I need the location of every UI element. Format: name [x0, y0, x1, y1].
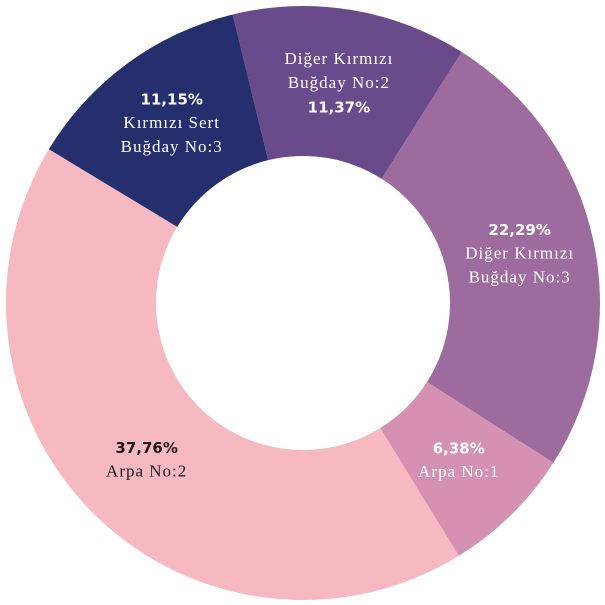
value-label: 37,76%	[115, 439, 177, 457]
donut-segment	[5, 149, 459, 601]
category-label: Buğday No:3	[469, 268, 571, 287]
category-label: Buğday No:2	[288, 73, 390, 92]
donut-segment	[381, 52, 600, 463]
donut-segment	[380, 382, 554, 556]
value-label: 11,37%	[308, 98, 370, 116]
category-label: Arpa No:1	[418, 462, 499, 481]
value-label: 6,38%	[433, 440, 485, 458]
value-label: 22,29%	[488, 221, 550, 239]
value-label: 11,15%	[140, 90, 202, 108]
category-label: Diğer Kırmızı	[465, 244, 574, 263]
category-label: Kırmızı Sert	[123, 113, 220, 132]
category-label: Arpa No:2	[106, 462, 187, 481]
category-label: Diğer Kırmızı	[284, 49, 393, 68]
donut-segment	[232, 6, 462, 179]
donut-segment	[48, 14, 269, 227]
category-label: Buğday No:3	[121, 137, 223, 156]
